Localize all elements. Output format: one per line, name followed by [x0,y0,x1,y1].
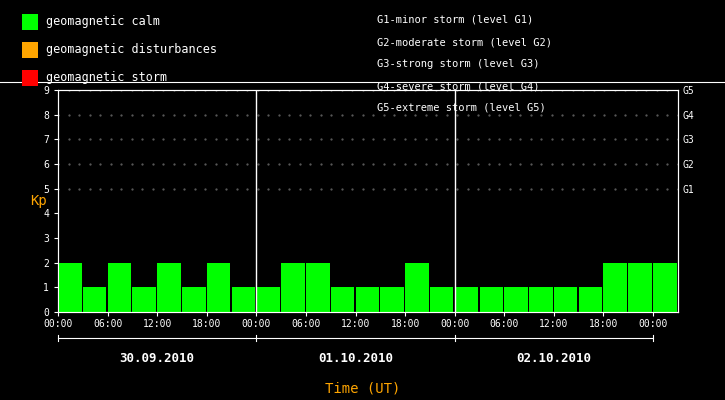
Bar [331,287,355,312]
Bar [306,263,329,312]
Bar [182,287,205,312]
Text: geomagnetic storm: geomagnetic storm [46,72,167,84]
Text: G1-minor storm (level G1): G1-minor storm (level G1) [377,15,534,25]
Bar [629,263,652,312]
Text: G3-strong storm (level G3): G3-strong storm (level G3) [377,59,539,69]
Text: G5-extreme storm (level G5): G5-extreme storm (level G5) [377,103,546,113]
Bar [107,263,131,312]
Bar [479,287,503,312]
Text: G2-moderate storm (level G2): G2-moderate storm (level G2) [377,37,552,47]
Bar [157,263,181,312]
Text: 01.10.2010: 01.10.2010 [318,352,393,364]
Text: 02.10.2010: 02.10.2010 [516,352,592,364]
Bar [231,287,255,312]
Bar [355,287,379,312]
Bar [83,287,107,312]
Text: geomagnetic calm: geomagnetic calm [46,16,160,28]
Text: geomagnetic disturbances: geomagnetic disturbances [46,44,218,56]
Bar [579,287,602,312]
Bar [281,263,304,312]
Bar [381,287,404,312]
Bar [455,287,478,312]
Bar [133,287,156,312]
Bar [554,287,577,312]
Bar [405,263,428,312]
Bar [58,263,81,312]
Bar [529,287,552,312]
Bar [257,287,280,312]
Text: 30.09.2010: 30.09.2010 [120,352,195,364]
Bar [603,263,627,312]
Bar [653,263,676,312]
Bar [207,263,231,312]
Bar [505,287,528,312]
Text: G4-severe storm (level G4): G4-severe storm (level G4) [377,81,539,91]
Bar [430,287,453,312]
Y-axis label: Kp: Kp [30,194,47,208]
Text: Time (UT): Time (UT) [325,381,400,395]
